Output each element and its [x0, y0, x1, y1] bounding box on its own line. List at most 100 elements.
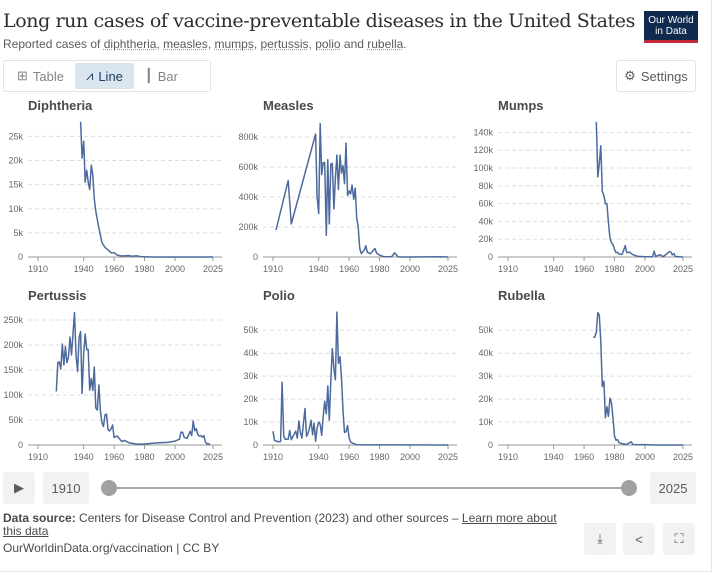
- source-label: Data source:: [3, 511, 76, 525]
- subtitle-term-pertussis[interactable]: pertussis: [260, 37, 309, 51]
- y-tick-label: 60k: [478, 199, 493, 209]
- x-tick-label: 1910: [498, 264, 518, 274]
- x-tick-label: 1940: [544, 264, 564, 274]
- fullscreen-button[interactable]: ⛶: [663, 523, 695, 555]
- x-tick-label: 1940: [309, 264, 329, 274]
- panel-title: Diphtheria: [28, 98, 93, 113]
- line-chart-icon: ⩘: [85, 68, 94, 83]
- series-line-diphtheria: [79, 121, 213, 258]
- series-line-rubella: [593, 311, 683, 446]
- x-tick-label: 2000: [400, 452, 420, 462]
- x-tick-label: 1960: [104, 452, 124, 462]
- x-tick-label: 1910: [28, 452, 48, 462]
- y-tick-label: 50k: [478, 325, 493, 335]
- y-tick-label: 30k: [478, 371, 493, 381]
- x-tick-label: 2025: [203, 452, 223, 462]
- y-tick-label: 200k: [3, 340, 23, 350]
- x-tick-label: 1960: [339, 264, 359, 274]
- play-icon: ▶: [14, 480, 24, 495]
- x-tick-label: 2025: [203, 264, 223, 274]
- x-tick-label: 1940: [544, 452, 564, 462]
- share-button[interactable]: <: [623, 523, 655, 555]
- subtitle-sep: .: [403, 37, 407, 51]
- y-tick-label: 40k: [243, 348, 258, 358]
- subtitle-term-polio[interactable]: polio: [315, 37, 341, 51]
- y-tick-label: 120k: [473, 145, 493, 155]
- subtitle-sep: ,: [156, 37, 164, 51]
- y-tick-label: 30k: [243, 371, 258, 381]
- subtitle-sep: ,: [308, 37, 316, 51]
- tab-line[interactable]: ⩘ Line: [74, 63, 134, 89]
- x-tick-label: 1940: [74, 264, 94, 274]
- y-tick-label: 5k: [13, 228, 23, 238]
- data-source: Data source: Centers for Disease Control…: [3, 512, 573, 538]
- y-tick-label: 20k: [243, 394, 258, 404]
- learn-more-link[interactable]: Learn more about this data: [3, 511, 557, 538]
- x-tick-label: 1980: [605, 264, 625, 274]
- settings-label: Settings: [640, 68, 688, 84]
- x-tick-label: 1980: [135, 264, 155, 274]
- source-text: Centers for Disease Control and Preventi…: [75, 511, 462, 525]
- timeline-start-label[interactable]: 1910: [43, 472, 89, 504]
- subtitle-term-diphtheria[interactable]: diphtheria: [103, 37, 157, 51]
- y-tick-label: 20k: [478, 234, 493, 244]
- tab-bar[interactable]: ┃ Bar: [134, 63, 189, 89]
- y-tick-label: 10k: [243, 417, 258, 427]
- tab-label: Table: [32, 68, 64, 84]
- tab-table[interactable]: ⊞ Table: [6, 63, 75, 89]
- settings-button[interactable]: ⚙ Settings: [616, 60, 696, 92]
- x-tick-label: 1960: [339, 452, 359, 462]
- y-tick-label: 100k: [473, 163, 493, 173]
- y-tick-label: 0: [18, 440, 23, 450]
- y-tick-label: 0: [488, 252, 493, 262]
- subtitle-term-measles[interactable]: measles: [163, 37, 208, 51]
- subtitle-sep: ,: [207, 37, 215, 51]
- y-tick-label: 0: [253, 440, 258, 450]
- page-title: Long run cases of vaccine-preventable di…: [3, 10, 635, 32]
- y-tick-label: 25k: [8, 131, 23, 141]
- timeline-end-handle[interactable]: [621, 480, 637, 496]
- tab-label: Bar: [157, 68, 178, 84]
- y-tick-label: 20k: [478, 394, 493, 404]
- gear-icon: ⚙: [624, 68, 636, 83]
- x-tick-label: 1980: [135, 452, 155, 462]
- timeline-track[interactable]: [108, 487, 629, 489]
- subtitle-term-rubella[interactable]: rubella: [367, 37, 404, 51]
- y-tick-label: 800k: [238, 132, 258, 142]
- download-button[interactable]: ⤓: [584, 523, 616, 555]
- y-tick-label: 200k: [238, 222, 258, 232]
- owid-logo[interactable]: Our World in Data: [644, 11, 698, 43]
- x-tick-label: 1980: [605, 452, 625, 462]
- subtitle: Reported cases of diphtheria, measles, m…: [3, 37, 407, 51]
- x-tick-label: 2000: [635, 264, 655, 274]
- subtitle-term-mumps[interactable]: mumps: [214, 37, 254, 51]
- fullscreen-icon: ⛶: [674, 531, 684, 546]
- y-tick-label: 40k: [478, 216, 493, 226]
- source-url[interactable]: OurWorldinData.org/vaccination | CC BY: [3, 541, 220, 555]
- download-icon: ⤓: [597, 531, 603, 546]
- y-tick-label: 400k: [238, 192, 258, 202]
- bar-chart-icon: ┃: [144, 68, 153, 83]
- y-tick-label: 50k: [243, 325, 258, 335]
- x-tick-label: 1910: [28, 264, 48, 274]
- play-button[interactable]: ▶: [3, 472, 35, 504]
- x-tick-label: 1960: [104, 264, 124, 274]
- x-tick-label: 2025: [438, 264, 458, 274]
- x-tick-label: 1960: [574, 452, 594, 462]
- series-line-measles: [275, 122, 449, 258]
- subtitle-prefix: Reported cases of: [3, 37, 104, 51]
- x-tick-label: 1910: [263, 264, 283, 274]
- y-tick-label: 0: [488, 440, 493, 450]
- series-line-polio: [272, 311, 449, 446]
- tab-label: Line: [98, 68, 123, 84]
- y-tick-label: 250k: [3, 315, 23, 325]
- x-tick-label: 2025: [438, 452, 458, 462]
- y-tick-label: 10k: [8, 204, 23, 214]
- timeline-start-handle[interactable]: [101, 480, 117, 496]
- panel-title: Measles: [263, 98, 314, 113]
- y-tick-label: 80k: [478, 181, 493, 191]
- series-line-pertussis: [55, 311, 211, 446]
- y-tick-label: 40k: [478, 348, 493, 358]
- x-tick-label: 2000: [400, 264, 420, 274]
- timeline-end-label[interactable]: 2025: [650, 472, 696, 504]
